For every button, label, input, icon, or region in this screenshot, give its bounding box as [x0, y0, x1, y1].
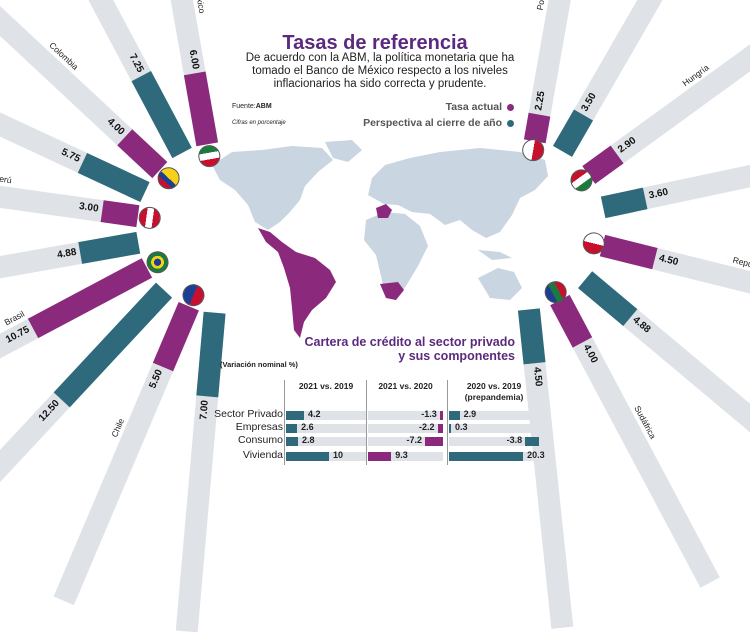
- column-divider: [447, 380, 448, 465]
- actual-fill: [523, 112, 551, 144]
- positive-bar: [286, 437, 299, 446]
- table-cell: -7.2: [368, 435, 443, 446]
- world-map: [212, 140, 548, 338]
- cell-value: 9.3: [395, 450, 408, 460]
- column-label: 2021 vs. 2020: [378, 381, 433, 391]
- cell-value: 2.6: [301, 422, 314, 432]
- row-label: Vivienda: [242, 449, 283, 461]
- country-name: Perú: [0, 172, 13, 186]
- units-note: Cifras en porcentaje: [232, 120, 286, 126]
- cell-value: -7.2: [406, 435, 422, 445]
- legend-actual: Tasa actual: [446, 101, 514, 113]
- table-cell: 2.6: [286, 422, 366, 433]
- column-header: 2021 vs. 2020: [363, 381, 448, 392]
- column-label: 2021 vs. 2019: [298, 381, 354, 391]
- cell-value: 10: [333, 450, 344, 460]
- table-cell: 10: [286, 450, 366, 461]
- africa: [364, 212, 428, 300]
- outlook-value: 7.00: [198, 399, 211, 421]
- negative-bar: [525, 437, 539, 446]
- positive-bar: [368, 452, 392, 461]
- credit-note: (Variación nominal %): [220, 360, 298, 369]
- cell-value: 4.2: [308, 409, 321, 419]
- column-divider: [284, 380, 285, 465]
- negative-bar: [437, 424, 443, 433]
- cell-value: -2.2: [418, 422, 435, 432]
- positive-bar: [449, 452, 524, 461]
- positive-bar: [286, 452, 329, 461]
- australia: [478, 268, 522, 300]
- indonesia: [478, 250, 512, 260]
- negative-bar: [425, 437, 443, 446]
- table-cell: -1.3: [368, 409, 443, 420]
- table-cell: 0.3: [449, 422, 539, 433]
- row-label: Sector Privado: [214, 408, 283, 420]
- positive-bar: [449, 424, 451, 433]
- central-europe: [376, 204, 392, 218]
- table-cell: -2.2: [368, 422, 443, 433]
- table-cell: 4.2: [286, 409, 366, 420]
- positive-bar: [449, 411, 460, 420]
- peru-flag-icon: [137, 205, 163, 231]
- column-sublabel: (prepandemia): [464, 392, 524, 402]
- source-label: Fuente:: [232, 103, 256, 110]
- table-cell: 20.3: [449, 450, 545, 461]
- cell-value: -3.8: [506, 435, 523, 445]
- source: Fuente:ABM: [232, 103, 272, 110]
- legend-outlook-label: Perspectiva al cierre de año: [363, 117, 502, 129]
- cell-value: 20.3: [527, 450, 545, 460]
- north-america: [212, 146, 333, 230]
- legend-actual-label: Tasa actual: [445, 101, 502, 113]
- map-land: [212, 140, 548, 300]
- page-title: Tasas de referencia: [282, 32, 468, 54]
- greenland: [325, 140, 362, 162]
- cell-value: 0.3: [455, 422, 468, 432]
- south-africa-map: [380, 282, 404, 300]
- eurasia: [368, 148, 548, 238]
- row-label: Empresas: [235, 421, 283, 433]
- credit-title-line1: Cartera de crédito al sector privado: [304, 335, 516, 349]
- table-cell: 2.9: [449, 409, 539, 420]
- latin-america: [258, 228, 336, 338]
- column-label: 2020 vs. 2019: [466, 381, 522, 391]
- table-cell: 2.8: [286, 435, 366, 446]
- purple-dot-icon: [507, 103, 514, 111]
- column-header: 2020 vs. 2019 (prepandemia): [444, 381, 544, 403]
- credit-title-line2: y sus componentes: [398, 349, 515, 363]
- table-cell: -3.8: [449, 435, 539, 446]
- legend-outlook: Perspectiva al cierre de año: [363, 117, 514, 129]
- source-name: ABM: [255, 103, 272, 110]
- cell-value: -1.3: [421, 409, 437, 419]
- subtitle: De acuerdo con la ABM, la política monet…: [245, 52, 515, 90]
- cell-value: 2.8: [302, 435, 315, 445]
- highlighted-countries: [258, 204, 404, 338]
- table-cell: 9.3: [368, 450, 443, 461]
- positive-bar: [286, 424, 298, 433]
- credit-title: Cartera de crédito al sector privado y s…: [300, 335, 516, 363]
- row-label: Consumo: [238, 434, 283, 446]
- cell-value: 2.9: [463, 409, 477, 419]
- column-header: 2021 vs. 2019: [281, 381, 371, 392]
- negative-bar: [439, 411, 443, 420]
- column-divider: [366, 380, 367, 465]
- positive-bar: [286, 411, 305, 420]
- teal-dot-icon: [507, 119, 514, 127]
